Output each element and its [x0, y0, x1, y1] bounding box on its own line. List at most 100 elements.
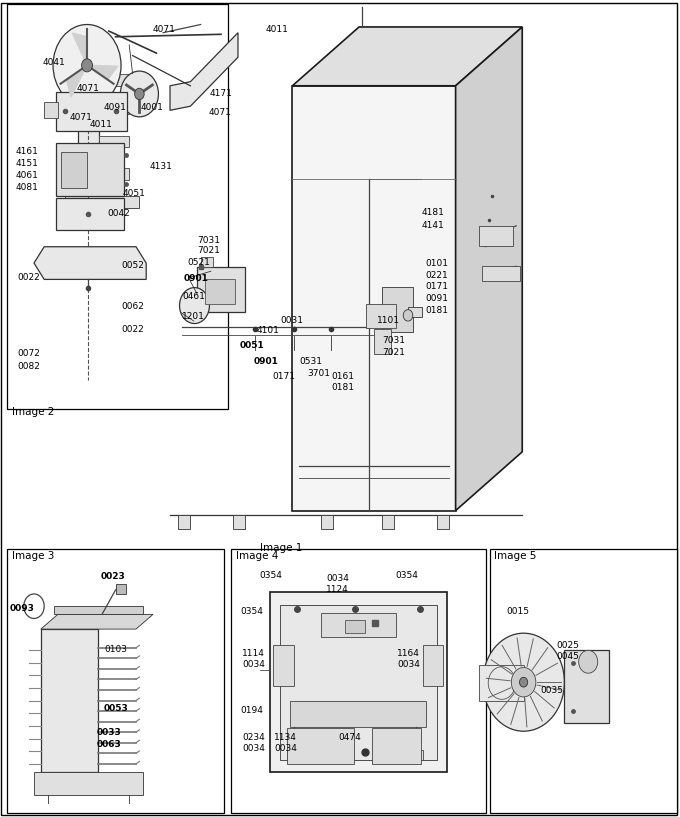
- Bar: [345, 620, 365, 633]
- Text: 0531: 0531: [299, 357, 322, 367]
- Polygon shape: [456, 27, 522, 511]
- Text: 4161: 4161: [16, 147, 39, 157]
- Text: 4071: 4071: [69, 113, 92, 123]
- Bar: [178, 515, 190, 529]
- Bar: [382, 288, 413, 333]
- Circle shape: [511, 667, 536, 697]
- Bar: [41, 629, 98, 772]
- Bar: [99, 74, 129, 86]
- Text: 1201: 1201: [182, 311, 205, 321]
- Text: 4061: 4061: [16, 171, 39, 181]
- Bar: [490, 549, 677, 813]
- Text: 0354: 0354: [396, 570, 419, 580]
- Text: 0461: 0461: [182, 292, 205, 301]
- Bar: [65, 196, 139, 208]
- Bar: [233, 515, 245, 529]
- Text: 4151: 4151: [16, 158, 39, 168]
- Bar: [34, 772, 143, 795]
- Bar: [408, 307, 422, 317]
- Text: 0023: 0023: [101, 572, 125, 582]
- Bar: [564, 650, 609, 723]
- Text: 4071: 4071: [153, 25, 176, 34]
- Bar: [292, 86, 456, 511]
- Text: 0103: 0103: [104, 645, 127, 654]
- Bar: [287, 728, 354, 764]
- Text: 0234: 0234: [242, 733, 265, 743]
- Text: Image 1: Image 1: [260, 543, 303, 553]
- Polygon shape: [170, 33, 238, 110]
- Text: 4001: 4001: [140, 103, 163, 113]
- Text: Image 2: Image 2: [12, 407, 54, 417]
- Bar: [7, 4, 228, 408]
- Text: 0033: 0033: [97, 728, 121, 738]
- Text: 0521: 0521: [187, 257, 210, 267]
- Text: 0015: 0015: [507, 607, 530, 617]
- Polygon shape: [41, 614, 153, 629]
- Text: 0022: 0022: [121, 324, 143, 334]
- Text: 1114: 1114: [242, 649, 265, 659]
- Text: 4071: 4071: [76, 83, 99, 93]
- Text: 0354: 0354: [241, 606, 264, 616]
- Bar: [479, 665, 524, 701]
- Polygon shape: [34, 247, 146, 279]
- Text: 4051: 4051: [122, 189, 146, 199]
- Text: 0052: 0052: [121, 261, 144, 270]
- Text: 0072: 0072: [17, 349, 40, 359]
- Text: 7021: 7021: [382, 347, 405, 357]
- Text: 4071: 4071: [209, 108, 232, 118]
- Bar: [290, 701, 426, 727]
- Polygon shape: [87, 65, 118, 79]
- Text: 3701: 3701: [307, 368, 330, 378]
- Text: 4141: 4141: [422, 221, 444, 230]
- Text: 4131: 4131: [150, 162, 173, 172]
- Circle shape: [520, 677, 528, 687]
- Text: 4011: 4011: [90, 119, 113, 129]
- Circle shape: [180, 288, 209, 324]
- Bar: [99, 103, 129, 114]
- Bar: [99, 136, 129, 147]
- Text: 0194: 0194: [241, 706, 264, 716]
- Bar: [280, 605, 437, 760]
- Bar: [201, 257, 213, 267]
- Text: 0181: 0181: [425, 306, 448, 315]
- Text: 0901: 0901: [254, 356, 279, 366]
- Text: 0053: 0053: [104, 703, 129, 713]
- Bar: [372, 728, 422, 764]
- Bar: [273, 645, 294, 686]
- Polygon shape: [292, 27, 522, 86]
- Text: 0034: 0034: [242, 659, 265, 669]
- Text: 0062: 0062: [121, 301, 144, 311]
- Bar: [205, 279, 235, 304]
- Bar: [270, 592, 447, 772]
- Text: 0063: 0063: [97, 739, 121, 749]
- Bar: [482, 266, 520, 281]
- Bar: [56, 92, 127, 131]
- Text: 0474: 0474: [338, 733, 360, 743]
- Text: Image 4: Image 4: [236, 551, 278, 561]
- Bar: [382, 515, 394, 529]
- Text: 0045: 0045: [556, 651, 579, 661]
- Text: Image 3: Image 3: [12, 551, 54, 561]
- Text: 0034: 0034: [274, 743, 297, 753]
- Bar: [61, 152, 87, 188]
- Text: 0022: 0022: [17, 273, 39, 283]
- Text: 1101: 1101: [377, 315, 401, 325]
- Circle shape: [82, 59, 92, 72]
- Circle shape: [135, 88, 144, 100]
- Bar: [7, 549, 224, 813]
- Text: 0025: 0025: [556, 641, 579, 650]
- Bar: [437, 515, 449, 529]
- Text: 0221: 0221: [425, 270, 447, 280]
- Text: 7031: 7031: [382, 336, 405, 346]
- Text: 0051: 0051: [239, 341, 264, 350]
- Bar: [54, 606, 143, 614]
- Text: 0161: 0161: [332, 372, 355, 382]
- Text: 7021: 7021: [197, 246, 220, 256]
- Text: 1134: 1134: [274, 733, 297, 743]
- Circle shape: [403, 310, 413, 321]
- Bar: [409, 750, 423, 760]
- Bar: [374, 329, 391, 354]
- Bar: [44, 102, 58, 118]
- Text: 0171: 0171: [273, 372, 296, 382]
- Text: 0181: 0181: [332, 382, 355, 392]
